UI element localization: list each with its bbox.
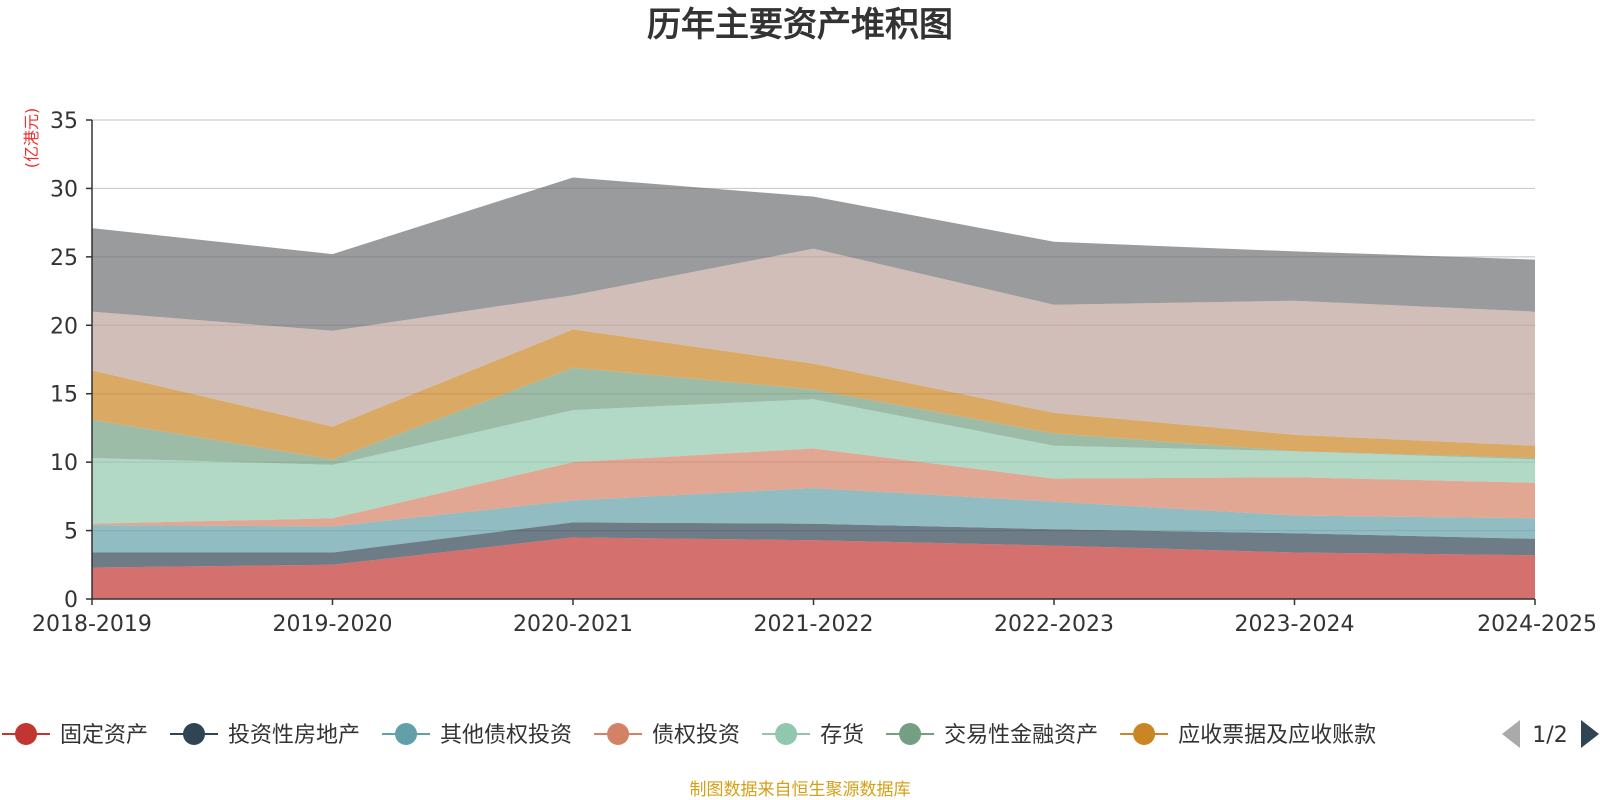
y-tick-label-2: 10 xyxy=(50,451,78,476)
legend: 固定资产 投资性房地产 其他债权投资 债权投资 存货 交易性金融资产 应收票据及应收账款 xyxy=(2,723,1376,748)
x-tick-label-4: 2022-2023 xyxy=(994,612,1114,637)
legend-label: 其他债权投资 xyxy=(440,723,572,748)
area-series-6[interactable] xyxy=(92,329,1535,460)
area-series-1[interactable] xyxy=(92,522,1535,568)
legend-label: 存货 xyxy=(820,723,864,748)
chart-title: 历年主要资产堆积图 xyxy=(647,5,953,45)
area-series-5[interactable] xyxy=(92,367,1535,465)
legend-label: 投资性房地产 xyxy=(228,723,360,748)
legend-item-1[interactable]: 投资性房地产 xyxy=(170,723,360,748)
legend-item-6[interactable]: 应收票据及应收账款 xyxy=(1120,723,1376,748)
y-tick-label-6: 30 xyxy=(50,177,78,202)
legend-prev-page-icon[interactable] xyxy=(1502,720,1520,748)
legend-item-2[interactable]: 其他债权投资 xyxy=(382,723,572,748)
legend-item-5[interactable]: 交易性金融资产 xyxy=(886,723,1098,748)
area-series-4[interactable] xyxy=(92,399,1535,524)
legend-item-4[interactable]: 存货 xyxy=(762,723,864,748)
legend-label: 交易性金融资产 xyxy=(944,723,1098,748)
x-tick-label-6: 2024-2025 xyxy=(1477,612,1597,637)
legend-pager: 1/2 xyxy=(1502,720,1599,748)
x-tick-label-2: 2020-2021 xyxy=(513,612,633,637)
y-axis-ticks: 0 5 10 15 20 25 30 35 xyxy=(50,109,92,613)
legend-marker-icon xyxy=(775,723,798,745)
legend-marker-icon xyxy=(15,723,37,745)
x-tick-label-0: 2018-2019 xyxy=(32,612,152,637)
legend-label: 应收票据及应收账款 xyxy=(1178,723,1376,748)
legend-marker-icon xyxy=(183,723,206,745)
legend-page-indicator: 1/2 xyxy=(1532,723,1567,748)
data-source-note: 制图数据来自恒生聚源数据库 xyxy=(690,780,911,800)
x-tick-label-3: 2021-2022 xyxy=(754,612,874,637)
legend-item-3[interactable]: 债权投资 xyxy=(594,723,740,748)
legend-marker-icon xyxy=(899,723,922,745)
y-tick-label-3: 15 xyxy=(50,383,78,408)
legend-next-page-icon[interactable] xyxy=(1581,720,1599,748)
x-tick-label-5: 2023-2024 xyxy=(1235,612,1355,637)
y-axis-unit-label: (亿港元) xyxy=(22,108,41,169)
y-tick-label-5: 25 xyxy=(50,246,78,271)
legend-marker-icon xyxy=(607,723,630,745)
area-series-3[interactable] xyxy=(92,448,1535,527)
y-tick-label-0: 0 xyxy=(64,588,78,613)
legend-label: 债权投资 xyxy=(652,723,740,748)
legend-marker-icon xyxy=(395,723,418,745)
legend-marker-icon xyxy=(1133,723,1156,745)
x-axis-ticks: 2018-2019 2019-2020 2020-2021 2021-2022 2022… xyxy=(32,599,1597,637)
legend-label: 固定资产 xyxy=(60,723,148,748)
area-series-8[interactable] xyxy=(92,177,1535,331)
area-series-7[interactable] xyxy=(92,248,1535,446)
y-tick-label-7: 35 xyxy=(50,109,78,134)
area-series-2[interactable] xyxy=(92,488,1535,553)
y-tick-label-1: 5 xyxy=(64,520,78,545)
area-series-0[interactable] xyxy=(92,537,1535,599)
y-tick-label-4: 20 xyxy=(50,314,78,339)
area-series-group xyxy=(92,177,1535,599)
legend-item-0[interactable]: 固定资产 xyxy=(2,723,148,748)
x-tick-label-1: 2019-2020 xyxy=(273,612,393,637)
